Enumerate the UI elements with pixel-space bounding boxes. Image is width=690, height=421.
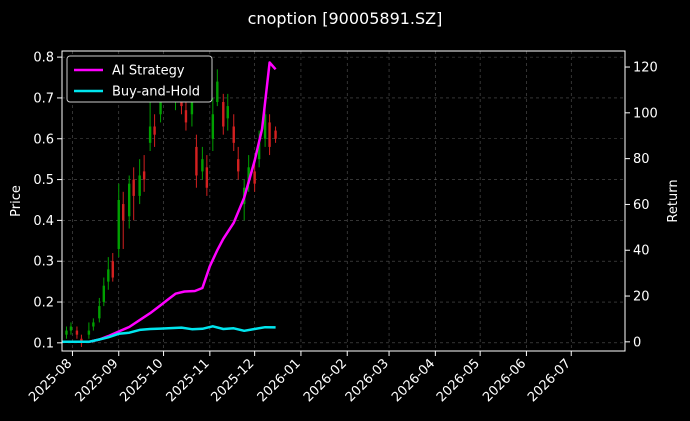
candle-body [132,179,135,196]
y-left-tick-label: 0.8 [33,51,54,66]
y-left-tick-label: 0.2 [33,296,54,311]
candle-body [138,175,141,196]
candle-body [65,330,68,335]
legend-label-ai-strategy: AI Strategy [112,64,185,79]
candle-body [247,167,250,184]
buy-and-hold-line [62,325,276,344]
candle-body [111,261,114,278]
candle-body [263,114,267,139]
candle-body [142,171,146,180]
candle-body [274,130,277,139]
candle-body [226,106,229,119]
y-right-tick-label: 120 [633,61,658,76]
candle-body [211,114,215,139]
candle-body [117,199,120,249]
candle-body [75,330,79,335]
y-axis-left-label: Price [9,185,24,217]
y-right-tick-label: 40 [633,244,650,259]
candle-body [237,159,240,172]
y-right-tick-label: 0 [633,335,641,350]
y-left-tick-label: 0.6 [33,132,54,147]
y-right-tick-label: 100 [633,106,658,121]
y-axis-right-label: Return [666,179,681,222]
candle-body [190,93,194,115]
legend-label-buy-and-hold: Buy-and-Hold [112,85,200,100]
candle-body [87,330,91,335]
candle-body [257,142,261,160]
ai-strategy-line [62,61,277,344]
candle-body [222,102,225,127]
y-left-tick-label: 0.3 [33,255,54,270]
candle-body [253,171,256,184]
candle-body [69,326,73,331]
y-right-tick-label: 60 [633,198,650,213]
candle-body [232,126,235,143]
y-left-tick-label: 0.1 [33,336,54,351]
y-left-tick-label: 0.4 [33,214,54,229]
return-lines [62,61,277,344]
candle-body [216,81,219,103]
candle-body [268,122,271,147]
candle-body [201,159,204,172]
candle-body [107,269,110,282]
legend: AI Strategy Buy-and-Hold [66,55,213,103]
candle-body [195,146,198,176]
y-left-tick-label: 0.7 [33,91,54,106]
candle-body [148,126,152,143]
candle-body [128,183,131,217]
candle-body [98,306,101,319]
candle-body [102,285,106,303]
y-right-tick-label: 80 [633,152,650,167]
legend-box [66,55,213,103]
candle-body [159,97,162,115]
chart-title: cnoption [90005891.SZ] [248,9,443,28]
candle-body [122,204,125,221]
candle-body [153,126,156,135]
plot-frame [61,50,626,352]
candle-body [92,322,95,327]
y-left-tick-label: 0.5 [33,173,54,188]
candle-body [184,110,188,123]
candle-body [205,167,209,188]
y-right-tick-label: 20 [633,290,650,305]
